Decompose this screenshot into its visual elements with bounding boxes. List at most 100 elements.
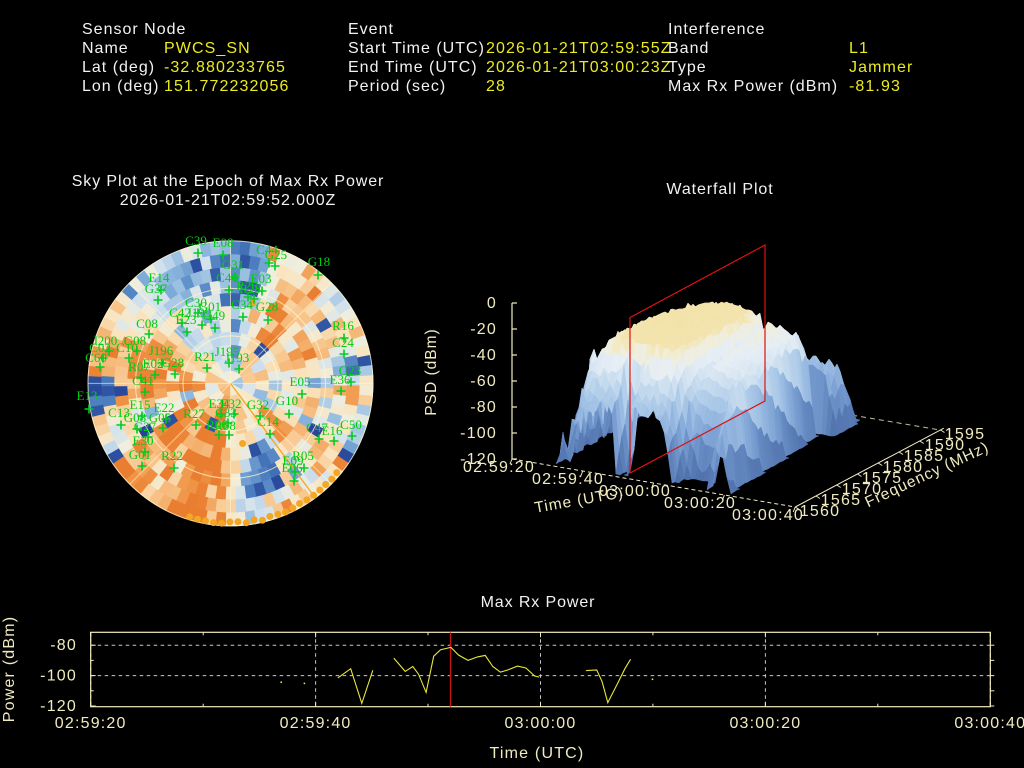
svg-text:R28: R28 [239,281,261,296]
svg-text:03:00:40: 03:00:40 [954,715,1024,732]
svg-text:J195: J195 [215,344,240,359]
svg-text:02:59:40: 02:59:40 [532,471,604,488]
svg-text:E34: E34 [209,396,230,411]
svg-text:03:00:40: 03:00:40 [732,507,804,524]
svg-text:C42: C42 [169,305,191,320]
svg-text:1595: 1595 [945,426,985,443]
svg-text:2026-01-21T02:59:55Z: 2026-01-21T02:59:55Z [486,40,672,57]
svg-text:Type: Type [668,59,707,76]
svg-text:Time (UTC): Time (UTC) [490,745,585,762]
svg-text:C24: C24 [332,335,354,350]
svg-text:-81.93: -81.93 [849,78,901,95]
svg-text:G10: G10 [276,393,298,408]
svg-text:E16: E16 [322,423,343,438]
svg-text:G28: G28 [162,355,184,370]
svg-text:0: 0 [487,295,497,312]
svg-text:J199: J199 [187,305,212,320]
svg-text:R16: R16 [332,318,354,333]
svg-text:E32: E32 [221,396,242,411]
svg-text:Name: Name [82,40,129,57]
svg-text:Max Rx Power: Max Rx Power [481,594,596,611]
svg-text:2026-01-21T02:59:52.000Z: 2026-01-21T02:59:52.000Z [120,192,336,209]
svg-text:E06: E06 [282,460,303,475]
svg-text:-20: -20 [470,321,497,338]
svg-text:R08: R08 [214,418,236,433]
svg-text:Lon (deg): Lon (deg) [82,78,160,95]
svg-text:G32: G32 [247,397,269,412]
svg-text:Period (sec): Period (sec) [348,78,446,95]
svg-text:C60: C60 [85,350,107,365]
svg-text:Sky Plot at the Epoch of Max R: Sky Plot at the Epoch of Max Rx Power [72,173,385,190]
svg-text:1560: 1560 [800,503,840,520]
svg-text:Start Time (UTC): Start Time (UTC) [348,40,485,57]
svg-text:1590: 1590 [925,437,965,454]
svg-text:Interference: Interference [668,21,765,38]
svg-text:R22: R22 [161,448,183,463]
svg-text:R05: R05 [292,448,314,463]
svg-text:E30: E30 [133,433,154,448]
svg-text:C47: C47 [306,420,328,435]
svg-text:G08: G08 [124,410,146,425]
svg-text:-100: -100 [40,668,77,685]
svg-text:E14: E14 [149,270,170,285]
svg-text:R26: R26 [236,278,258,293]
svg-text:C02: C02 [89,340,111,355]
svg-text:-80: -80 [470,399,497,416]
svg-text:-60: -60 [470,373,497,390]
svg-text:02:59:20: 02:59:20 [463,459,535,476]
svg-text:E15: E15 [130,397,151,412]
svg-text:1575: 1575 [862,470,902,487]
svg-text:C39: C39 [185,233,207,248]
svg-text:C33: C33 [215,405,237,420]
svg-text:J193: J193 [225,350,250,365]
svg-text:C10: C10 [116,340,138,355]
svg-text:J196: J196 [149,343,174,358]
svg-text:03:00:00: 03:00:00 [599,483,671,500]
svg-text:E05: E05 [290,374,311,389]
svg-text:03:00:00: 03:00:00 [505,715,577,732]
svg-text:R07: R07 [128,359,150,374]
svg-text:PWCS_SN: PWCS_SN [164,40,251,57]
svg-text:J200: J200 [93,333,118,348]
svg-text:G37: G37 [145,281,168,296]
svg-text:C34: C34 [231,297,253,312]
svg-text:G27: G27 [134,419,157,434]
svg-text:151.772232056: 151.772232056 [164,78,290,95]
svg-text:Jammer: Jammer [849,59,913,76]
svg-text:03:00:20: 03:00:20 [729,715,801,732]
svg-text:1580: 1580 [883,459,923,476]
svg-text:E03: E03 [251,271,272,286]
svg-text:C50: C50 [340,417,362,432]
svg-text:E22: E22 [154,400,175,415]
svg-text:Event: Event [348,21,394,38]
svg-text:G18: G18 [308,254,330,269]
svg-text:1565: 1565 [821,492,861,509]
svg-text:02:59:20: 02:59:20 [55,715,127,732]
svg-text:2026-01-21T03:00:23Z: 2026-01-21T03:00:23Z [486,59,672,76]
svg-text:G01: G01 [199,299,221,314]
svg-text:E09: E09 [283,453,304,468]
svg-text:-120: -120 [40,698,77,715]
svg-text:Lat (deg): Lat (deg) [82,59,155,76]
svg-text:Sensor Node: Sensor Node [82,21,186,38]
svg-text:L1: L1 [849,40,869,57]
svg-text:G28: G28 [256,299,278,314]
svg-text:-120: -120 [460,451,497,468]
svg-text:1570: 1570 [842,481,882,498]
svg-text:Power (dBm): Power (dBm) [1,616,18,723]
svg-text:1585: 1585 [904,448,944,465]
svg-text:C30: C30 [185,295,207,310]
svg-text:End Time (UTC): End Time (UTC) [348,59,478,76]
svg-text:C08: C08 [136,316,158,331]
svg-text:Band: Band [668,40,709,57]
svg-text:R06: R06 [206,417,228,432]
svg-text:R27: R27 [183,406,205,421]
svg-text:28: 28 [486,78,506,95]
svg-text:E36: E36 [330,372,351,387]
svg-text:G23: G23 [339,363,361,378]
svg-text:-80: -80 [50,637,77,654]
svg-text:G08: G08 [124,333,146,348]
svg-text:PSD (dBm): PSD (dBm) [423,328,440,415]
svg-text:E23: E23 [176,312,197,327]
svg-text:E02: E02 [143,356,164,371]
